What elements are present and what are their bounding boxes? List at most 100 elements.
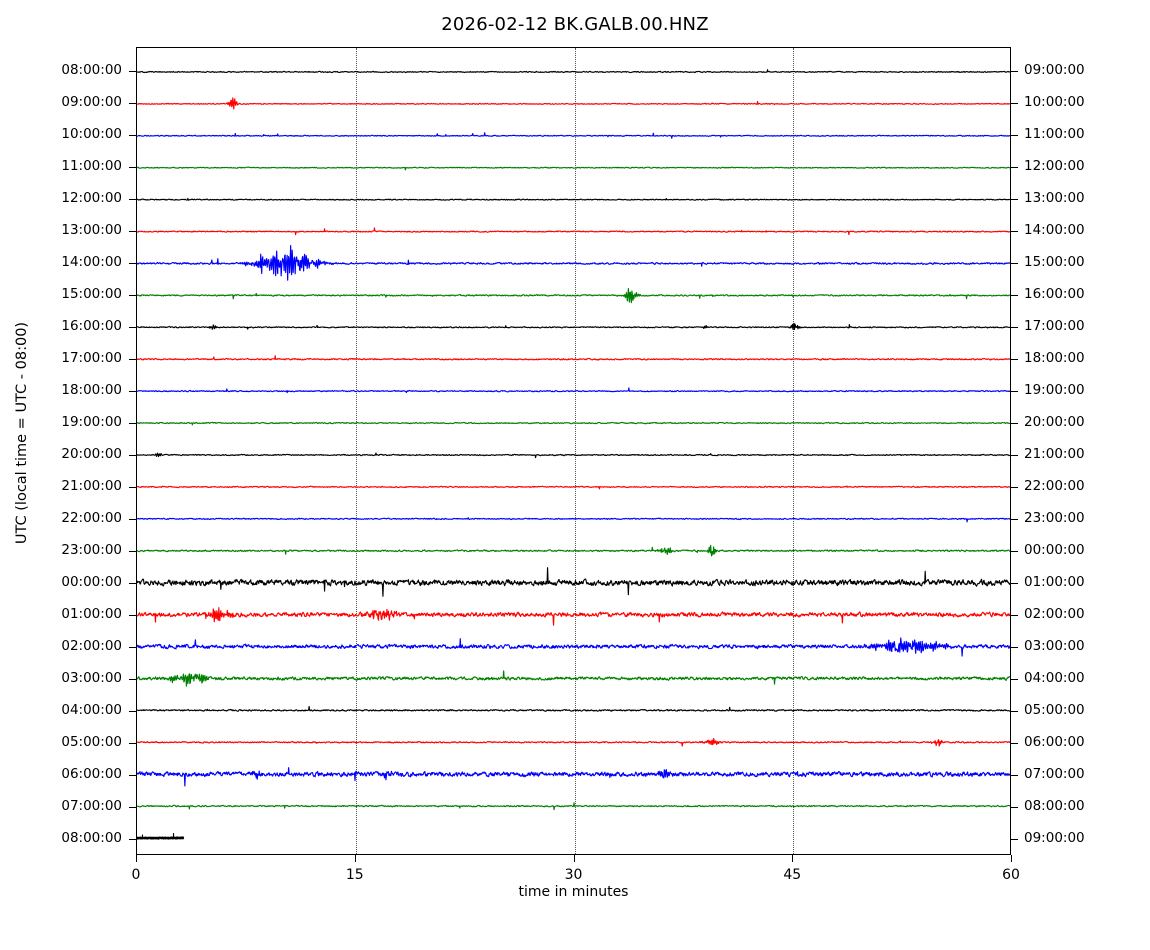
y-tick-right-15 <box>1011 551 1018 552</box>
y-label-left-7: 15:00:00 <box>61 286 122 302</box>
trace-row-120000 <box>137 198 1010 200</box>
trace-row-000000 <box>137 568 1010 597</box>
y-tick-left-1 <box>129 103 136 104</box>
y-label-right-7: 16:00:00 <box>1024 286 1085 302</box>
trace-row-190000 <box>137 422 1010 424</box>
y-tick-left-15 <box>129 551 136 552</box>
y-tick-right-5 <box>1011 231 1018 232</box>
y-tick-right-3 <box>1011 167 1018 168</box>
y-label-right-17: 02:00:00 <box>1024 606 1085 622</box>
x-tick-60 <box>1011 855 1012 862</box>
y-label-left-15: 23:00:00 <box>61 542 122 558</box>
y-tick-right-4 <box>1011 199 1018 200</box>
trace-row-140000 <box>137 246 1010 281</box>
y-label-right-23: 08:00:00 <box>1024 798 1085 814</box>
y-label-right-1: 10:00:00 <box>1024 94 1085 110</box>
y-label-right-9: 18:00:00 <box>1024 350 1085 366</box>
y-axis-title: UTC (local time = UTC - 08:00) <box>14 321 30 545</box>
y-tick-left-22 <box>129 775 136 776</box>
y-label-left-19: 03:00:00 <box>61 670 122 686</box>
y-tick-left-23 <box>129 807 136 808</box>
trace-row-210000 <box>137 486 1010 489</box>
trace-row-010000 <box>137 608 1010 626</box>
y-label-left-0: 08:00:00 <box>61 62 122 78</box>
y-tick-right-19 <box>1011 679 1018 680</box>
trace-row-050000 <box>137 739 1010 747</box>
trace-row-230000 <box>137 545 1010 556</box>
y-label-left-1: 09:00:00 <box>61 94 122 110</box>
y-tick-left-6 <box>129 263 136 264</box>
y-tick-left-18 <box>129 647 136 648</box>
y-label-right-14: 23:00:00 <box>1024 510 1085 526</box>
y-tick-left-8 <box>129 327 136 328</box>
trace-row-030000 <box>137 671 1010 686</box>
gridline-x-15 <box>355 48 357 854</box>
trace-row-070000 <box>137 803 1010 810</box>
trace-row-100000 <box>137 133 1010 138</box>
y-label-right-21: 06:00:00 <box>1024 734 1085 750</box>
y-label-right-24: 09:00:00 <box>1024 830 1085 846</box>
y-label-left-9: 17:00:00 <box>61 350 122 366</box>
y-label-left-14: 22:00:00 <box>61 510 122 526</box>
y-label-left-3: 11:00:00 <box>61 158 122 174</box>
trace-row-080000 <box>137 70 1010 73</box>
x-tick-45 <box>792 855 794 862</box>
x-label-15: 15 <box>345 867 364 883</box>
y-tick-left-9 <box>129 359 136 360</box>
y-label-left-24: 08:00:00 <box>61 830 122 846</box>
y-label-left-12: 20:00:00 <box>61 446 122 462</box>
y-tick-right-12 <box>1011 455 1018 456</box>
trace-row-180000 <box>137 388 1010 393</box>
y-tick-right-14 <box>1011 519 1018 520</box>
y-label-right-4: 13:00:00 <box>1024 190 1085 206</box>
trace-row-150000 <box>137 289 1010 303</box>
gridline-x-45 <box>793 48 795 854</box>
y-tick-left-19 <box>129 679 136 680</box>
trace-row-200000 <box>137 453 1010 458</box>
y-tick-right-1 <box>1011 103 1018 104</box>
x-label-60: 60 <box>1002 867 1020 883</box>
y-label-left-13: 21:00:00 <box>61 478 122 494</box>
y-label-right-13: 22:00:00 <box>1024 478 1085 494</box>
y-tick-right-17 <box>1011 615 1018 616</box>
y-label-left-8: 16:00:00 <box>61 318 122 334</box>
y-tick-right-2 <box>1011 135 1018 136</box>
trace-row-220000 <box>137 518 1010 522</box>
y-label-right-8: 17:00:00 <box>1024 318 1085 334</box>
y-tick-right-23 <box>1011 807 1018 808</box>
x-tick-30 <box>573 855 575 862</box>
y-tick-left-24 <box>129 839 136 840</box>
y-label-left-4: 12:00:00 <box>61 190 122 206</box>
y-label-left-20: 04:00:00 <box>61 702 122 718</box>
x-axis-title: time in minutes <box>518 884 629 900</box>
y-label-right-3: 12:00:00 <box>1024 158 1085 174</box>
y-label-left-18: 02:00:00 <box>61 638 122 654</box>
y-tick-right-13 <box>1011 487 1018 488</box>
y-tick-left-0 <box>129 71 136 72</box>
y-tick-left-4 <box>129 199 136 200</box>
gridlines <box>137 48 1010 854</box>
y-label-right-5: 14:00:00 <box>1024 222 1085 238</box>
page-title: 2026-02-12 BK.GALB.00.HNZ <box>441 14 709 35</box>
y-label-left-21: 05:00:00 <box>61 734 122 750</box>
y-label-right-6: 15:00:00 <box>1024 254 1085 270</box>
y-label-right-0: 09:00:00 <box>1024 62 1085 78</box>
trace-row-160000 <box>137 323 1010 329</box>
y-label-left-16: 00:00:00 <box>61 574 122 590</box>
y-label-left-17: 01:00:00 <box>61 606 122 622</box>
gridline-x-30 <box>574 48 576 854</box>
trace-row-060000 <box>137 768 1010 786</box>
y-tick-right-6 <box>1011 263 1018 264</box>
y-tick-left-10 <box>129 391 136 392</box>
y-label-right-18: 03:00:00 <box>1024 638 1085 654</box>
x-tick-0 <box>136 855 137 862</box>
y-tick-left-11 <box>129 423 136 424</box>
trace-row-020000 <box>137 638 1010 656</box>
y-tick-right-16 <box>1011 583 1018 584</box>
x-label-45: 45 <box>783 867 802 883</box>
y-label-right-15: 00:00:00 <box>1024 542 1085 558</box>
y-tick-right-24 <box>1011 839 1018 840</box>
y-label-left-6: 14:00:00 <box>61 254 122 270</box>
y-tick-left-13 <box>129 487 136 488</box>
y-tick-left-16 <box>129 583 136 584</box>
